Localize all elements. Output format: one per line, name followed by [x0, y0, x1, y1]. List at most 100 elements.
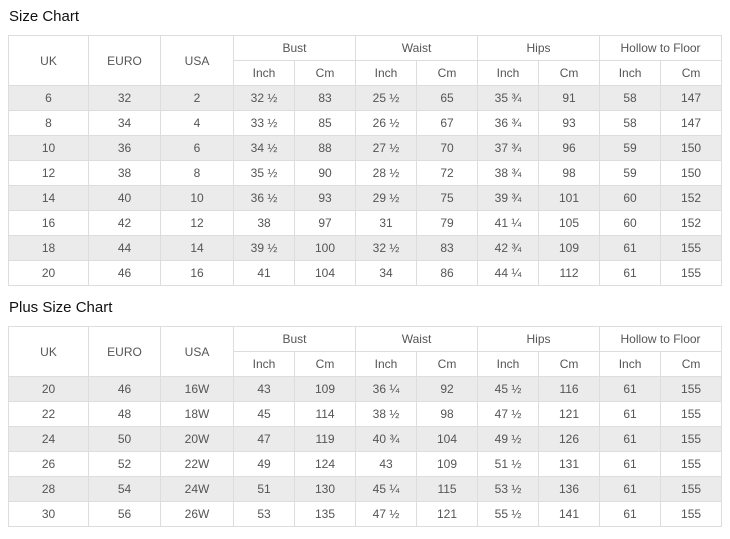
table-row: 20 46 16 41 104 34 86 44 ¼ 112 61 155	[8, 260, 723, 286]
table-cell: 14	[160, 235, 234, 261]
table-cell: 22	[8, 401, 89, 427]
table-cell: 38 ¾	[477, 160, 540, 186]
header-uk: UK	[8, 35, 89, 86]
table-row: 8 34 4 33 ½ 85 26 ½ 67 36 ¾ 93 58 147	[8, 110, 723, 136]
table-row: 12 38 8 35 ½ 90 28 ½ 72 38 ¾ 98 59 150	[8, 160, 723, 186]
table-cell: 101	[538, 185, 601, 211]
table-cell: 33 ½	[233, 110, 295, 136]
table-cell: 6	[8, 85, 89, 111]
table-cell: 100	[293, 235, 357, 261]
table-cell: 61	[599, 376, 662, 402]
table-cell: 126	[538, 426, 601, 452]
table-cell: 2	[160, 85, 234, 111]
size-chart-section: Size Chart UK EURO USA Bust Waist Hips H…	[8, 8, 723, 286]
table-cell: 56	[88, 501, 161, 527]
table-cell: 93	[538, 110, 601, 136]
header-bust-inch: Inch	[233, 60, 295, 86]
header-hips-cm: Cm	[538, 60, 601, 86]
table-cell: 50	[88, 426, 161, 452]
plus-size-chart-section: Plus Size Chart UK EURO USA Bust Waist H…	[8, 299, 723, 527]
header-hips-inch: Inch	[477, 60, 540, 86]
table-cell: 152	[660, 210, 723, 236]
table-cell: 150	[660, 160, 723, 186]
table-cell: 20	[8, 376, 89, 402]
table-cell: 147	[660, 85, 723, 111]
table-cell: 20W	[160, 426, 234, 452]
table-cell: 26	[8, 451, 89, 477]
table-cell: 32 ½	[233, 85, 295, 111]
table-cell: 38 ½	[355, 401, 418, 427]
plus-size-chart-header: UK EURO USA Bust Waist Hips Hollow to Fl…	[8, 326, 723, 377]
table-cell: 28	[8, 476, 89, 502]
table-cell: 61	[599, 476, 662, 502]
table-cell: 112	[538, 260, 601, 286]
header-usa: USA	[160, 35, 234, 86]
table-row: 22 48 18W 45 114 38 ½ 98 47 ½ 121 61 155	[8, 401, 723, 427]
table-cell: 42	[88, 210, 161, 236]
table-cell: 31	[355, 210, 418, 236]
table-cell: 109	[293, 376, 357, 402]
table-cell: 119	[293, 426, 357, 452]
header-waist-cm: Cm	[416, 60, 479, 86]
table-cell: 4	[160, 110, 234, 136]
table-cell: 61	[599, 260, 662, 286]
table-cell: 43	[355, 451, 418, 477]
table-cell: 18W	[160, 401, 234, 427]
table-cell: 44 ¼	[477, 260, 540, 286]
table-cell: 104	[416, 426, 479, 452]
table-cell: 83	[293, 85, 357, 111]
table-cell: 67	[416, 110, 479, 136]
table-cell: 91	[538, 85, 601, 111]
table-cell: 8	[160, 160, 234, 186]
table-cell: 41 ¼	[477, 210, 540, 236]
table-row: 10 36 6 34 ½ 88 27 ½ 70 37 ¾ 96 59 150	[8, 135, 723, 161]
table-cell: 60	[599, 185, 662, 211]
table-cell: 32	[88, 85, 161, 111]
table-cell: 59	[599, 160, 662, 186]
table-cell: 28 ½	[355, 160, 418, 186]
table-cell: 83	[416, 235, 479, 261]
header-hips: Hips	[477, 35, 601, 61]
table-cell: 124	[293, 451, 357, 477]
table-cell: 155	[660, 376, 723, 402]
table-cell: 6	[160, 135, 234, 161]
header-waist-inch: Inch	[355, 60, 418, 86]
table-row: 28 54 24W 51 130 45 ¼ 115 53 ½ 136 61 155	[8, 476, 723, 502]
table-cell: 30	[8, 501, 89, 527]
table-cell: 25 ½	[355, 85, 418, 111]
table-cell: 46	[88, 260, 161, 286]
table-cell: 52	[88, 451, 161, 477]
table-cell: 61	[599, 235, 662, 261]
size-chart-header: UK EURO USA Bust Waist Hips Hollow to Fl…	[8, 35, 723, 86]
table-cell: 65	[416, 85, 479, 111]
table-cell: 53 ½	[477, 476, 540, 502]
header-waist-cm: Cm	[416, 351, 479, 377]
header-hips: Hips	[477, 326, 601, 352]
table-cell: 38	[88, 160, 161, 186]
table-cell: 20	[8, 260, 89, 286]
header-hollow-to-floor: Hollow to Floor	[599, 326, 723, 352]
table-row: 26 52 22W 49 124 43 109 51 ½ 131 61 155	[8, 451, 723, 477]
table-cell: 85	[293, 110, 357, 136]
table-cell: 75	[416, 185, 479, 211]
table-cell: 61	[599, 451, 662, 477]
table-row: 16 42 12 38 97 31 79 41 ¼ 105 60 152	[8, 210, 723, 236]
header-bust: Bust	[232, 35, 357, 61]
plus-size-chart-table: UK EURO USA Bust Waist Hips Hollow to Fl…	[8, 326, 723, 527]
size-chart-table: UK EURO USA Bust Waist Hips Hollow to Fl…	[8, 35, 723, 286]
header-waist-inch: Inch	[355, 351, 418, 377]
table-cell: 34	[88, 110, 161, 136]
table-cell: 51 ½	[477, 451, 540, 477]
table-cell: 16W	[160, 376, 234, 402]
table-cell: 35 ¾	[477, 85, 540, 111]
table-cell: 90	[293, 160, 357, 186]
table-cell: 70	[416, 135, 479, 161]
table-cell: 14	[8, 185, 89, 211]
table-cell: 61	[599, 401, 662, 427]
table-cell: 155	[660, 401, 723, 427]
table-cell: 36 ¼	[355, 376, 418, 402]
table-cell: 34	[355, 260, 418, 286]
table-cell: 55 ½	[477, 501, 540, 527]
size-chart-title: Size Chart	[9, 8, 80, 25]
table-cell: 39 ¾	[477, 185, 540, 211]
